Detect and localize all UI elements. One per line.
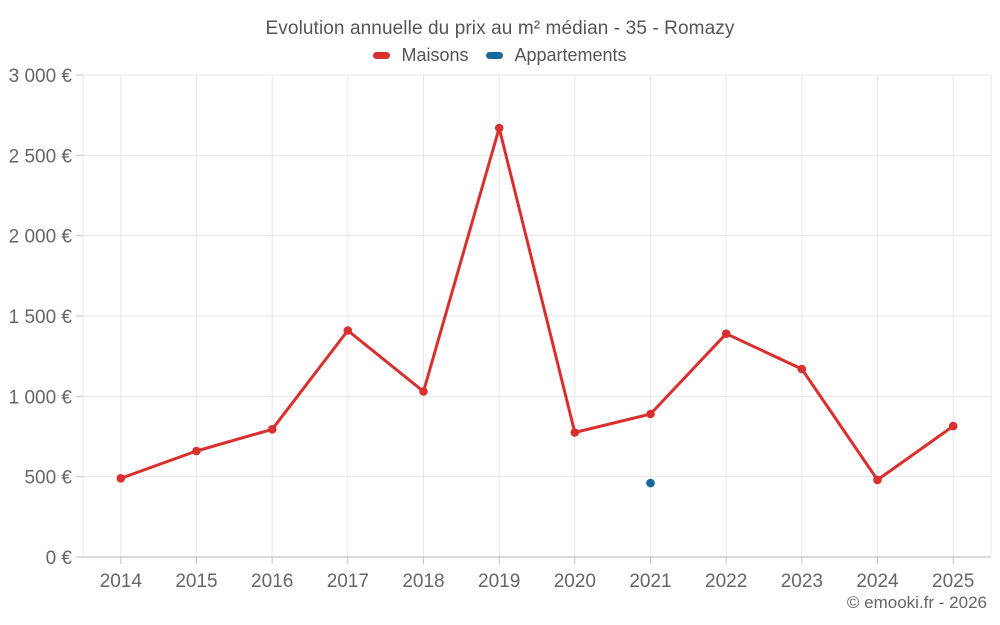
legend-item-maisons[interactable]: Maisons bbox=[373, 45, 468, 66]
y-tick-label: 0 € bbox=[46, 548, 73, 569]
x-tick-label: 2024 bbox=[856, 571, 899, 592]
legend: Maisons Appartements bbox=[0, 45, 1000, 66]
data-point-maisons-2023[interactable] bbox=[797, 364, 807, 374]
data-point-maisons-2019[interactable] bbox=[494, 123, 504, 133]
x-tick-label: 2017 bbox=[327, 571, 369, 592]
data-point-maisons-2025[interactable] bbox=[948, 421, 958, 431]
data-point-maisons-2022[interactable] bbox=[721, 329, 731, 339]
maisons-swatch-icon bbox=[373, 52, 391, 59]
x-tick-label: 2014 bbox=[100, 571, 143, 592]
x-tick-label: 2018 bbox=[402, 571, 444, 592]
y-tick-label: 500 € bbox=[24, 468, 72, 489]
x-tick-label: 2021 bbox=[629, 571, 671, 592]
data-point-maisons-2014[interactable] bbox=[116, 474, 126, 483]
x-tick-label: 2022 bbox=[705, 571, 747, 592]
data-point-maisons-2020[interactable] bbox=[570, 428, 580, 437]
legend-item-appartements[interactable]: Appartements bbox=[486, 45, 627, 66]
y-tick-label: 1 500 € bbox=[9, 307, 73, 328]
data-point-maisons-2021[interactable] bbox=[646, 409, 655, 419]
x-tick-label: 2023 bbox=[781, 571, 823, 592]
attribution: © emooki.fr - 2026 bbox=[846, 593, 987, 612]
x-tick-label: 2025 bbox=[932, 571, 974, 592]
data-point-maisons-2016[interactable] bbox=[267, 425, 277, 434]
y-tick-label: 3 000 € bbox=[9, 66, 73, 87]
legend-label-appartements: Appartements bbox=[514, 45, 627, 65]
y-tick-label: 1 000 € bbox=[9, 387, 73, 408]
data-point-appartements-2021[interactable] bbox=[646, 478, 655, 488]
x-tick-label: 2019 bbox=[478, 571, 520, 592]
y-tick-label: 2 000 € bbox=[9, 227, 73, 248]
series-line-maisons bbox=[119, 126, 955, 482]
data-point-maisons-2024[interactable] bbox=[873, 475, 882, 485]
data-point-maisons-2018[interactable] bbox=[419, 387, 428, 396]
y-tick-label: 2 500 € bbox=[9, 146, 73, 167]
x-tick-label: 2020 bbox=[554, 571, 596, 592]
x-tick-label: 2016 bbox=[251, 571, 293, 592]
x-tick-label: 2015 bbox=[175, 571, 217, 592]
chart-title: Evolution annuelle du prix au m² médian … bbox=[265, 18, 735, 39]
legend-label-maisons: Maisons bbox=[401, 45, 469, 65]
data-point-maisons-2015[interactable] bbox=[192, 446, 201, 456]
appartements-swatch-icon bbox=[486, 52, 504, 59]
data-point-maisons-2017[interactable] bbox=[343, 326, 353, 335]
